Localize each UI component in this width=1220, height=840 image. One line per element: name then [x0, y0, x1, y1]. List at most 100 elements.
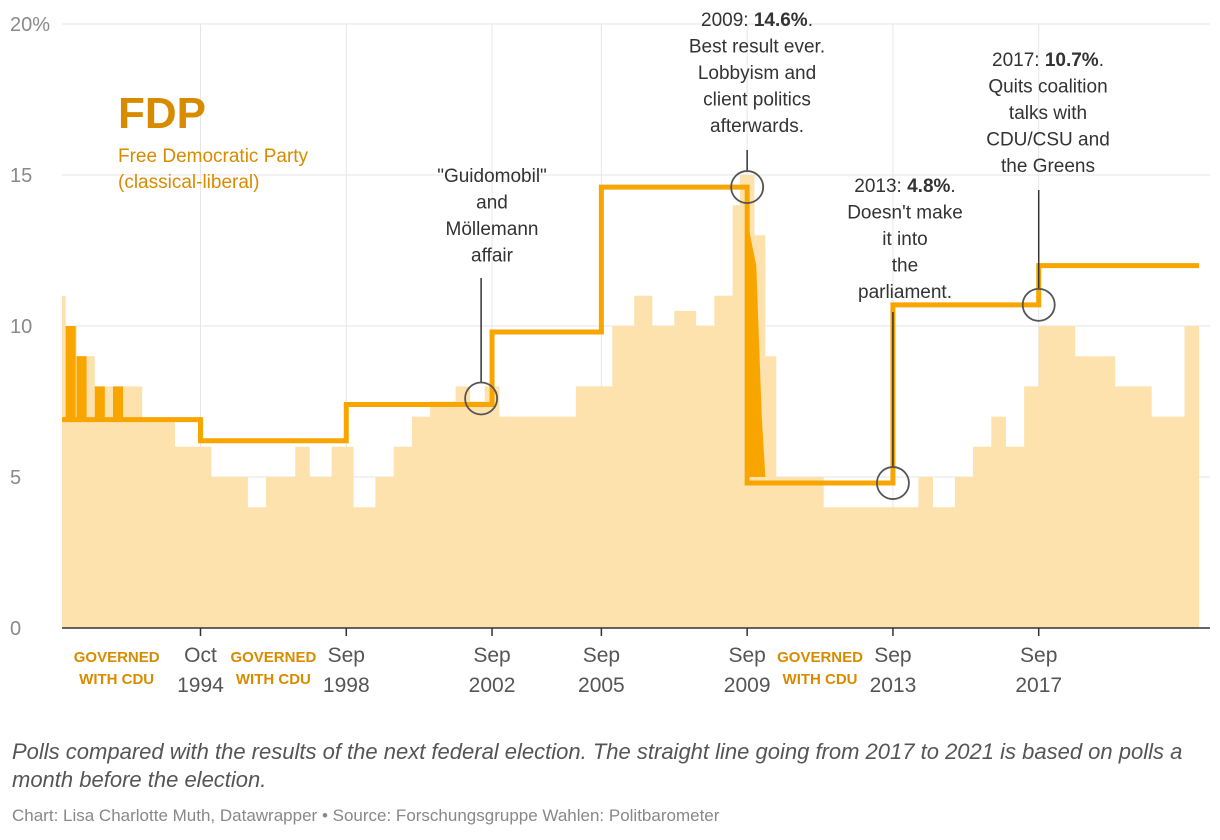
annotation-segment: afterwards. — [710, 116, 804, 137]
poll-area — [62, 175, 1200, 628]
x-tick-label-5: Sep 2013 — [870, 644, 917, 697]
credit-separator: • — [321, 806, 328, 825]
annotation-segment: Quits coalition — [988, 77, 1107, 98]
government-label-2: GOVERNED WITH CDU — [777, 649, 863, 688]
annotation-circle-best-result — [730, 170, 765, 204]
x-tick-label-line: Sep — [583, 644, 620, 667]
x-tick-label-0: Oct 1994 — [177, 644, 224, 697]
annotation-line: client politics — [703, 90, 811, 111]
annotation-line: 2017: 10.7%. — [992, 50, 1104, 71]
annotation-segment: . — [1099, 50, 1104, 71]
annotation-segment: and — [476, 193, 508, 214]
government-label-line: WITH CDU — [236, 671, 311, 688]
annotation-segment: CDU/CSU and — [986, 130, 1110, 151]
early-poll-bar-3 — [113, 386, 124, 420]
x-tick-label-3: Sep 2005 — [578, 644, 625, 697]
x-tick-label-line: Sep — [1020, 644, 1057, 667]
x-tick-label-6: Sep 2017 — [1015, 644, 1062, 697]
y-tick-label-1: 15 — [10, 165, 32, 187]
annotation-line: Möllemann — [446, 219, 539, 240]
chart-subtitle-line-1: (classical-liberal) — [118, 172, 259, 193]
annotation-line: talks with — [1009, 103, 1087, 124]
annotation-segment: Doesn't make — [847, 203, 963, 224]
x-tick-label-line: 2005 — [578, 674, 625, 697]
annotation-segment: . — [808, 10, 813, 31]
annotation-line: Lobbyism and — [698, 63, 816, 84]
annotation-line: affair — [471, 246, 514, 267]
annotation-segment: 4.8% — [907, 176, 950, 197]
x-tick-label-line: Sep — [728, 644, 765, 667]
annotation-line: Quits coalition — [988, 77, 1107, 98]
annotation-segment: parliament. — [858, 282, 952, 303]
annotation-segment: Möllemann — [446, 219, 539, 240]
annotation-line: 2013: 4.8%. — [854, 176, 955, 197]
annotation-text-out-of-parliament: 2013: 4.8%. Doesn't make it into the parliam… — [847, 176, 963, 303]
government-label-line: GOVERNED — [777, 649, 863, 666]
government-label-1: GOVERNED WITH CDU — [230, 649, 316, 688]
x-tick-label-line: 2017 — [1015, 674, 1062, 697]
annotation-text-best-result: 2009: 14.6%. Best result ever. Lobbyism an… — [689, 10, 825, 137]
government-label-line: WITH CDU — [79, 671, 154, 688]
x-tick-label-line: Sep — [874, 644, 911, 667]
annotation-segment: 2013: — [854, 176, 907, 197]
annotation-line: parliament. — [858, 282, 952, 303]
annotation-circle-guidomobil — [464, 381, 499, 416]
annotation-segment: affair — [471, 246, 514, 267]
government-label-line: WITH CDU — [783, 671, 858, 688]
credit-source: Source: Forschungsgruppe Wahlen: Politba… — [332, 806, 720, 825]
early-poll-bar-2 — [94, 386, 105, 420]
credit-author: Chart: Lisa Charlotte Muth, Datawrapper — [12, 806, 318, 825]
annotation-line: Doesn't make — [847, 203, 963, 224]
early-poll-bar-1 — [76, 356, 87, 420]
government-label-line: GOVERNED — [230, 649, 316, 666]
early-poll-bar-0 — [65, 326, 76, 420]
x-tick-label-2: Sep 2002 — [469, 644, 516, 697]
x-tick-label-line: Sep — [473, 644, 510, 667]
decline-2009-area — [747, 220, 766, 478]
annotation-segment: Best result ever. — [689, 37, 825, 58]
y-tick-label-0: 20% — [10, 14, 50, 36]
y-tick-label-2: 10 — [10, 316, 32, 338]
x-tick-label-line: Sep — [328, 644, 365, 667]
x-tick-label-line: Oct — [184, 644, 217, 667]
annotation-segment: . — [950, 176, 955, 197]
x-tick-label-line: 1994 — [177, 674, 224, 697]
annotation-segment: it into — [882, 229, 927, 250]
annotation-segment: 2009: — [701, 10, 754, 31]
x-tick-label-line: 2009 — [724, 674, 771, 697]
y-tick-label-3: 5 — [10, 467, 21, 489]
annotation-line: afterwards. — [710, 116, 804, 137]
result-line — [62, 184, 1200, 486]
annotation-line: the — [892, 256, 918, 277]
y-tick-label-4: 0 — [10, 618, 21, 640]
annotation-line: CDU/CSU and — [986, 130, 1110, 151]
annotation-circle-quits-coalition-talks — [1021, 287, 1056, 322]
government-label-0: GOVERNED WITH CDU — [74, 649, 160, 688]
annotation-segment: the — [892, 256, 918, 277]
annotation-line: "Guidomobil" — [437, 166, 547, 187]
annotation-line: and — [476, 193, 508, 214]
annotation-segment: client politics — [703, 90, 811, 111]
x-tick-label-line: 2002 — [469, 674, 516, 697]
chart-notes: Polls compared with the results of the n… — [12, 739, 1183, 792]
annotation-line: 2009: 14.6%. — [701, 10, 813, 31]
x-tick-label-1: Sep 1998 — [323, 644, 370, 697]
annotation-segment: 14.6% — [754, 10, 808, 31]
government-label-line: GOVERNED — [74, 649, 160, 666]
annotation-segment: 10.7% — [1045, 50, 1099, 71]
annotation-segment: talks with — [1009, 103, 1087, 124]
annotation-segment: Lobbyism and — [698, 63, 816, 84]
annotation-line: Best result ever. — [689, 37, 825, 58]
annotation-circle-out-of-parliament — [876, 466, 910, 500]
annotation-line: the Greens — [1001, 156, 1095, 177]
chart-title: FDP — [118, 89, 206, 138]
chart-credit: Chart: Lisa Charlotte Muth, Datawrapper … — [12, 806, 719, 826]
annotation-segment: "Guidomobil" — [437, 166, 547, 187]
annotation-segment: the Greens — [1001, 156, 1095, 177]
annotation-text-quits-coalition-talks: 2017: 10.7%. Quits coalition talks with CDU… — [986, 50, 1110, 177]
x-tick-label-4: Sep 2009 — [724, 644, 771, 697]
x-tick-label-line: 2013 — [870, 674, 917, 697]
annotation-text-guidomobil: "Guidomobil" and Möllemann affair — [437, 166, 547, 267]
